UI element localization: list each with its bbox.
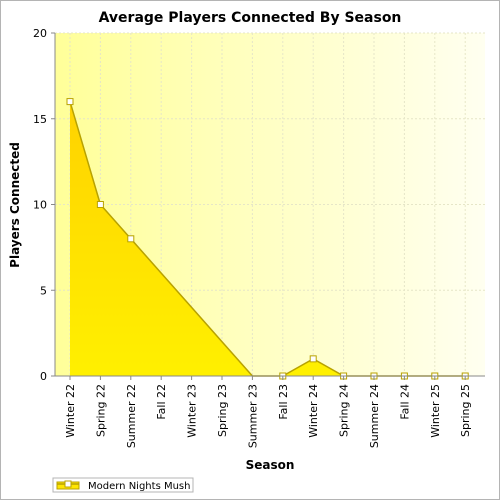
x-tick-label: Summer 23 [246, 384, 259, 448]
data-point [96, 201, 104, 208]
x-tick-label: Spring 22 [94, 384, 107, 437]
y-tick-label: 10 [33, 199, 47, 212]
series-area [70, 101, 466, 376]
legend-entry-label: Modern Nights Mush [88, 481, 190, 492]
y-tick-label: 20 [33, 27, 47, 40]
x-tick-label: Fall 23 [277, 384, 290, 420]
x-tick-label: Summer 22 [125, 384, 138, 448]
data-point [309, 355, 317, 363]
x-tick-label: Spring 25 [459, 384, 472, 437]
x-tick-label: Fall 22 [155, 384, 168, 420]
y-axis: 0 5 10 15 20 [33, 27, 55, 383]
x-tick-label: Summer 24 [368, 384, 381, 448]
chart-title: Average Players Connected By Season [99, 10, 402, 26]
data-point [127, 235, 135, 243]
y-axis-label: Players Connected [8, 142, 22, 268]
x-tick-label: Winter 24 [307, 384, 320, 438]
x-tick-label: Winter 22 [64, 384, 77, 438]
x-axis-label: Season [246, 458, 295, 472]
y-tick-label: 15 [33, 113, 47, 126]
legend: Modern Nights Mush [52, 477, 194, 493]
x-tick-label: Spring 23 [216, 384, 229, 437]
legend-marker [64, 480, 72, 488]
data-point [66, 98, 74, 106]
x-tick-label: Spring 24 [338, 384, 351, 437]
x-tick-label: Winter 23 [186, 384, 199, 438]
x-axis: Winter 22 Spring 22 Summer 22 Fall 22 Winter… [64, 376, 472, 448]
legend-box [52, 477, 194, 493]
x-tick-label: Winter 25 [429, 384, 442, 438]
y-tick-label: 5 [40, 284, 47, 297]
y-tick-label: 0 [40, 370, 47, 383]
x-tick-label: Fall 24 [398, 384, 411, 420]
